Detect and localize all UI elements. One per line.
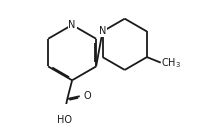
Text: CH$_3$: CH$_3$ — [161, 56, 181, 70]
Text: O: O — [83, 91, 90, 101]
Text: N: N — [98, 27, 106, 36]
Text: N: N — [68, 20, 75, 30]
Text: HO: HO — [57, 115, 72, 124]
